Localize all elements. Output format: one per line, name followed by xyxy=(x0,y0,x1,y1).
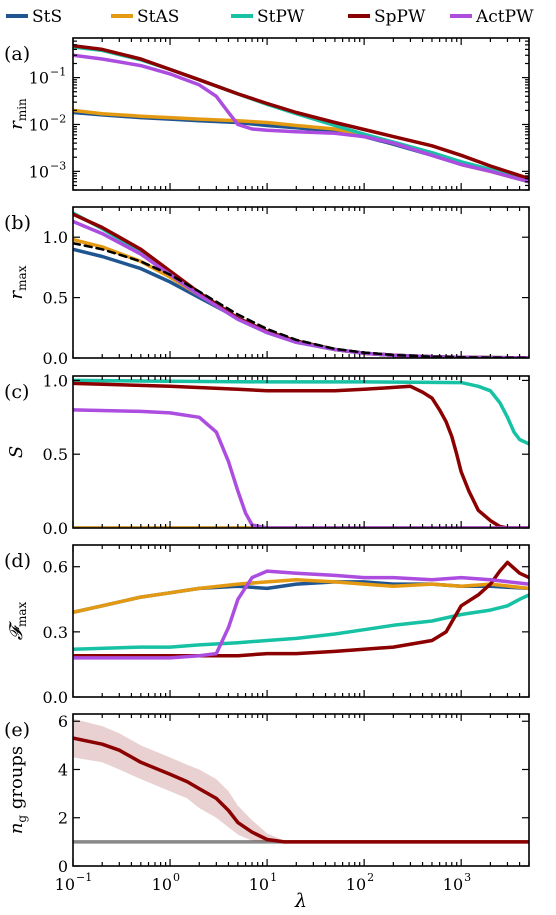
series-line-actpw xyxy=(73,569,529,660)
y-tick-label: 4 xyxy=(58,760,68,779)
y-tick-label: 0.5 xyxy=(43,289,68,308)
y-tick-exponent: −2 xyxy=(50,112,66,125)
x-tick-base: 10 xyxy=(152,875,172,894)
panel-tag: (a) xyxy=(4,43,30,65)
y-tick-label: 10 xyxy=(29,115,49,134)
axes-frame xyxy=(72,544,530,698)
y-tick-label: 10 xyxy=(29,162,49,181)
x-tick-label: 10 −1 xyxy=(55,871,93,894)
legend-entry-sppw: SpPW xyxy=(348,7,426,27)
series-group xyxy=(73,718,529,844)
legend-label: ActPW xyxy=(475,7,534,27)
x-tick-base: 10 xyxy=(346,875,366,894)
series-line-actpw xyxy=(73,219,529,358)
panel-tag: (b) xyxy=(4,212,31,234)
legend-label: StS xyxy=(32,7,62,27)
series-line-actpw xyxy=(73,408,529,528)
x-tick-label: 10 1 xyxy=(249,871,277,894)
y-tick-label: 1.0 xyxy=(43,228,68,247)
y-axis-label: 𝓕max xyxy=(6,601,29,640)
x-tick-base: 10 xyxy=(249,875,269,894)
y-tick-label: 0 xyxy=(58,857,68,876)
series-line-stpw xyxy=(73,593,529,651)
series-group xyxy=(73,560,529,660)
series-line-stpw xyxy=(73,211,529,358)
axes-frame xyxy=(72,713,530,867)
y-axis-label: ng groups xyxy=(6,746,29,834)
y-tick-label: 2 xyxy=(58,809,68,828)
x-tick-label: 10 3 xyxy=(443,871,471,894)
panel-a: 10−110−210 −3(a)rmin xyxy=(4,37,530,191)
y-tick-exponent: −3 xyxy=(50,159,66,172)
series-line-sts xyxy=(73,110,529,184)
legend-label: StPW xyxy=(257,7,305,27)
legend-label: StAS xyxy=(137,7,179,27)
legend-label: SpPW xyxy=(374,7,426,27)
series-group xyxy=(73,43,529,184)
series-line-sppw xyxy=(73,212,529,358)
panel-tag: (d) xyxy=(4,550,31,572)
y-axis-label: S xyxy=(6,446,27,458)
y-tick-label: 1.0 xyxy=(43,371,68,390)
series-group xyxy=(73,378,529,528)
panels: 10−110−210 −3(a)rmin0.00.51.0(b)rmax0.00.… xyxy=(4,37,530,876)
legend-entry-sts: StS xyxy=(6,7,62,27)
x-tick-label: 10 2 xyxy=(346,871,374,894)
panel-c: 0.0 0.5 1.0 (c) S xyxy=(4,371,530,538)
series-line-line xyxy=(73,736,529,844)
legend-entry-actpw: ActPW xyxy=(450,7,534,27)
legend-entry-stas: StAS xyxy=(111,7,179,27)
panel-e: 0 2 4 6 (e) ng groups xyxy=(4,712,530,876)
y-tick-label: 6 xyxy=(58,712,68,731)
axes-frame xyxy=(72,37,530,191)
y-tick-label: 0.0 xyxy=(43,688,68,707)
x-axis-label: λ xyxy=(294,890,307,912)
series-line-stas xyxy=(73,577,529,615)
axes-frame xyxy=(72,375,530,529)
x-tick-base: 10 xyxy=(443,875,463,894)
series-line-actpw xyxy=(73,53,529,184)
x-tick-exponent: 0 xyxy=(173,871,180,884)
axes-frame xyxy=(72,206,530,359)
series-line-stas xyxy=(73,108,529,184)
y-tick-label: 0.6 xyxy=(43,558,68,577)
panel-tag: (e) xyxy=(4,719,30,741)
x-tick-exponent: 2 xyxy=(367,871,374,884)
series-line-sppw xyxy=(73,43,529,181)
panel-b: 0.0 0.5 1.0 (b) rmax xyxy=(4,206,530,368)
legend: StS StAS StPW SpPW ActPW xyxy=(6,7,534,27)
y-axis-label: rmin xyxy=(6,98,29,130)
confidence-band xyxy=(73,718,529,842)
series-line-stas xyxy=(73,237,529,358)
series-line-stpw xyxy=(73,378,529,446)
y-tick-label: 0.0 xyxy=(43,349,68,368)
panel-d: 0.0 0.3 0.6 (d) 𝓕max xyxy=(4,544,530,707)
panel-tag: (c) xyxy=(4,381,29,403)
x-tick-base: 10 xyxy=(55,875,75,894)
y-axis-label: rmax xyxy=(6,265,29,299)
y-tick-label: 0.3 xyxy=(43,623,68,642)
y-tick-label: 0.5 xyxy=(43,445,68,464)
x-tick-label: 10 0 xyxy=(152,871,180,894)
x-tick-exponent: 1 xyxy=(270,871,277,884)
x-tick-exponent: 3 xyxy=(464,871,471,884)
y-tick-label: 10 xyxy=(29,69,49,88)
x-tick-exponent: −1 xyxy=(76,871,92,884)
y-tick-exponent: −1 xyxy=(50,66,66,79)
y-tick-label: 0.0 xyxy=(43,519,68,538)
series-line-sppw xyxy=(73,381,529,528)
legend-entry-stpw: StPW xyxy=(231,7,305,27)
x-axis: 10 −1 10 0 10 1 10 2 10 3λ xyxy=(55,871,472,912)
series-group xyxy=(73,211,529,358)
